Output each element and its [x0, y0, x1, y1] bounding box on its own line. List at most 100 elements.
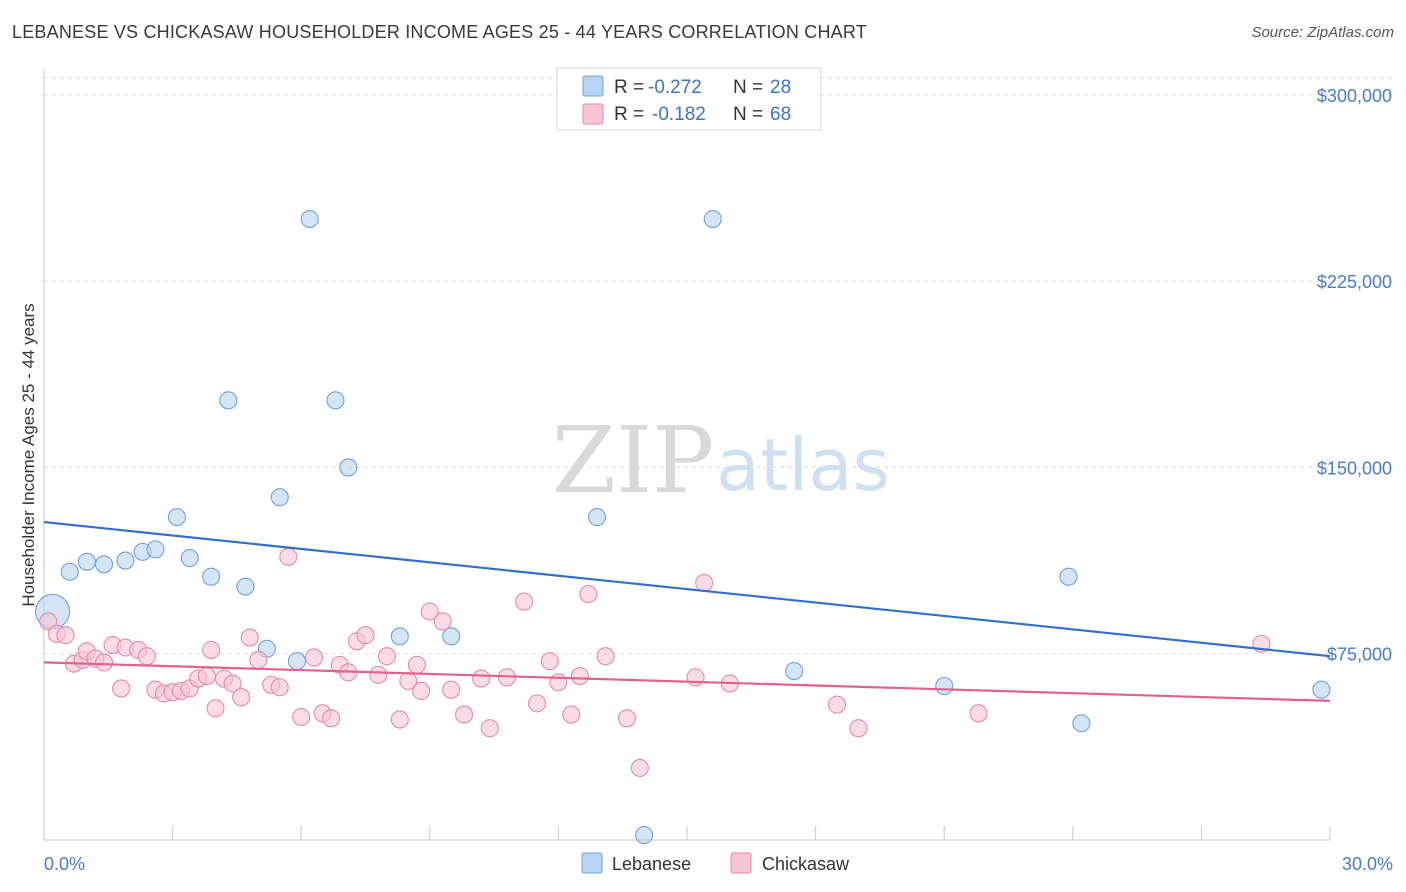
chickasaw-point-7 — [94, 653, 114, 672]
chickasaw-point-21 — [206, 699, 225, 718]
lebanese-point-24 — [935, 676, 954, 696]
legend-lebanese-swatch — [581, 852, 603, 874]
chickasaw-point-31 — [305, 648, 324, 667]
chickasaw-swatch — [582, 103, 604, 125]
y-tick-label-3: $300,000 — [1317, 86, 1392, 106]
lebanese-point-17 — [339, 458, 358, 477]
lebanese-point-25 — [1059, 567, 1078, 586]
chickasaw-point-55 — [562, 705, 581, 724]
lebanese-point-26 — [1072, 714, 1091, 733]
chickasaw-n-value: 68 — [770, 104, 791, 125]
lebanese-point-18 — [390, 627, 409, 646]
chickasaw-point-23 — [223, 674, 242, 693]
source-label: Source: ZipAtlas.com — [1251, 24, 1394, 41]
lebanese-point-14 — [287, 652, 306, 671]
legend-lebanese-label: Lebanese — [612, 854, 691, 874]
stats-legend: R = -0.272 N = 28 R = -0.182 N = 68 — [556, 67, 822, 131]
lebanese-point-11 — [236, 577, 255, 596]
chickasaw-point-20 — [202, 640, 221, 660]
y-tick-label-1: $150,000 — [1317, 458, 1392, 478]
x-tick-label-1: 30.0% — [1342, 854, 1393, 874]
chickasaw-point-62 — [695, 573, 714, 592]
chickasaw-point-64 — [827, 695, 847, 714]
chickasaw-point-44 — [420, 602, 439, 621]
grid-layer — [44, 77, 1392, 655]
points-layer — [35, 209, 1331, 845]
y-tick-label-2: $225,000 — [1317, 272, 1392, 292]
axes-layer — [43, 70, 1331, 841]
chickasaw-point-25 — [240, 628, 259, 647]
y-tick-labels: $75,000 $150,000 $225,000 $300,000 — [1317, 86, 1392, 665]
chickasaw-point-45 — [433, 612, 452, 631]
chickasaw-point-39 — [377, 647, 396, 666]
chickasaw-point-28 — [270, 678, 289, 697]
chickasaw-point-24 — [232, 688, 251, 707]
y-tick-label-0: $75,000 — [1327, 645, 1392, 665]
chickasaw-point-53 — [540, 652, 559, 671]
chickasaw-point-47 — [455, 705, 474, 724]
chart-title: LEBANESE VS CHICKASAW HOUSEHOLDER INCOME… — [12, 22, 867, 42]
chickasaw-point-33 — [322, 709, 341, 728]
chickasaw-point-26 — [249, 650, 268, 669]
chickasaw-point-38 — [369, 665, 388, 684]
chickasaw-point-42 — [407, 655, 426, 674]
legend-chickasaw-swatch — [730, 852, 752, 874]
chickasaw-point-2 — [56, 626, 75, 645]
x-tick-labels: 0.0% 30.0% — [44, 854, 1393, 874]
chickasaw-point-12 — [137, 647, 156, 666]
lebanese-point-16 — [326, 391, 345, 410]
chickasaw-point-43 — [412, 681, 431, 701]
chickasaw-r-value: -0.182 — [652, 104, 706, 125]
chickasaw-point-51 — [515, 592, 534, 611]
chickasaw-point-29 — [279, 547, 298, 566]
watermark-atlas: atlas — [716, 423, 890, 507]
chickasaw-point-59 — [617, 709, 637, 728]
lebanese-point-13 — [270, 488, 289, 507]
lebanese-point-10 — [219, 391, 238, 410]
chickasaw-point-49 — [480, 719, 499, 738]
chickasaw-point-58 — [596, 647, 615, 666]
lebanese-point-4 — [116, 551, 135, 570]
series-legend: Lebanese Chickasaw — [581, 852, 850, 874]
x-tick-label-0: 0.0% — [44, 854, 85, 874]
chickasaw-point-61 — [686, 668, 705, 687]
chickasaw-point-30 — [292, 707, 311, 727]
chickasaw-point-52 — [527, 694, 547, 713]
lebanese-point-15 — [300, 209, 319, 229]
chickasaw-point-19 — [197, 667, 216, 686]
lebanese-point-1 — [60, 562, 79, 581]
lebanese-n-value: 28 — [770, 77, 791, 98]
chickasaw-trend-line — [43, 661, 1331, 703]
chickasaw-point-37 — [356, 626, 375, 645]
watermark: ZIP atlas — [552, 407, 890, 514]
lebanese-point-20 — [587, 508, 607, 527]
lebanese-trend-line — [43, 520, 1331, 658]
chickasaw-point-40 — [390, 710, 409, 729]
lebanese-point-22 — [703, 209, 722, 229]
chickasaw-point-66 — [969, 704, 988, 723]
lebanese-n-label: N = — [733, 77, 763, 98]
chickasaw-point-65 — [849, 719, 868, 738]
chickasaw-point-56 — [570, 667, 589, 686]
lebanese-point-21 — [635, 825, 654, 845]
lebanese-point-7 — [167, 508, 186, 527]
lebanese-point-3 — [94, 555, 114, 574]
chickasaw-point-57 — [579, 585, 598, 604]
lebanese-r-value: -0.272 — [648, 77, 702, 98]
lebanese-swatch — [582, 75, 604, 97]
lebanese-point-6 — [146, 540, 165, 559]
y-axis-label: Householder Income Ages 25 - 44 years — [19, 303, 38, 606]
trend-layer — [43, 520, 1331, 703]
chickasaw-point-60 — [630, 758, 649, 778]
lebanese-point-8 — [180, 549, 199, 568]
lebanese-point-23 — [785, 662, 804, 681]
lebanese-point-9 — [202, 567, 221, 586]
lebanese-point-2 — [77, 552, 96, 571]
lebanese-r-label: R = — [614, 77, 644, 98]
chickasaw-r-label: R = — [614, 104, 644, 125]
lebanese-point-27 — [1312, 680, 1331, 699]
chickasaw-point-9 — [112, 679, 131, 698]
chickasaw-point-46 — [442, 680, 461, 699]
chickasaw-point-0 — [39, 612, 58, 631]
